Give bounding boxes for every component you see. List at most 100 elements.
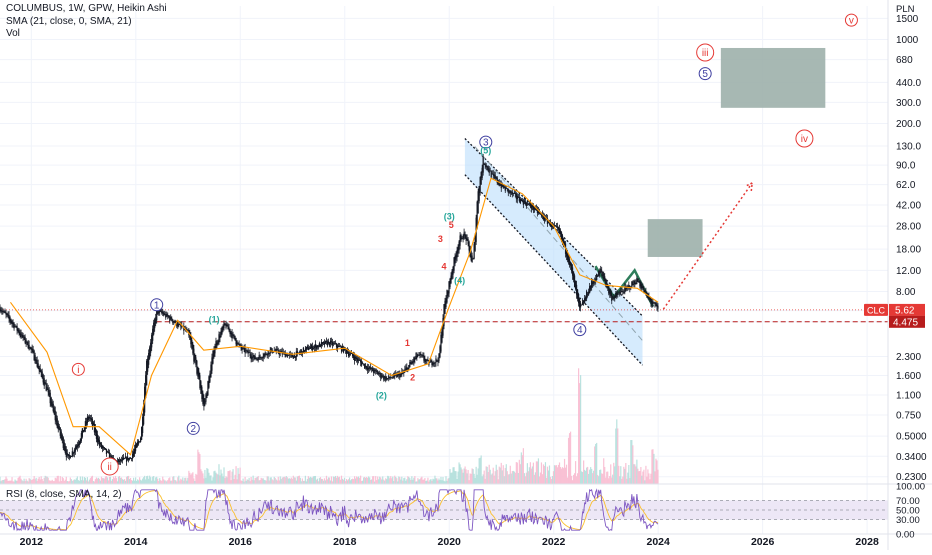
candle-body xyxy=(518,197,520,202)
candle-body xyxy=(348,354,351,355)
volume-bar xyxy=(203,478,205,484)
candle-body xyxy=(433,362,435,364)
candle-body xyxy=(522,200,524,205)
volume-bar xyxy=(315,479,318,484)
volume-bar xyxy=(246,479,248,484)
candle-body xyxy=(439,346,441,358)
volume-bar xyxy=(459,464,461,484)
candle-body xyxy=(183,326,185,331)
candle-body xyxy=(251,356,253,360)
candle-body xyxy=(195,357,197,365)
candle-body xyxy=(36,360,38,367)
volume-bar xyxy=(271,479,273,484)
volume-bar xyxy=(284,477,286,484)
volume-bar xyxy=(49,480,51,484)
candle-body xyxy=(555,225,558,227)
volume-bar xyxy=(101,478,104,484)
volume-bar xyxy=(119,477,122,484)
candle-body xyxy=(379,372,381,374)
candle-body xyxy=(510,191,512,193)
candle-body xyxy=(234,335,236,341)
volume-bar xyxy=(638,471,640,484)
volume-bar xyxy=(180,478,182,484)
candle-body xyxy=(580,302,582,308)
candle-body xyxy=(370,367,372,370)
candle-body xyxy=(598,271,600,277)
volume-bar xyxy=(78,480,80,484)
volume-bar xyxy=(466,473,468,484)
candle-body xyxy=(468,241,470,251)
volume-bar xyxy=(186,480,188,484)
volume-bar xyxy=(577,473,579,484)
wave-label-2: 3 xyxy=(483,138,489,149)
volume-bar xyxy=(479,457,481,484)
candle-body xyxy=(205,394,207,402)
volume-bar xyxy=(322,480,325,484)
candle-body xyxy=(331,341,334,346)
candle-body xyxy=(82,430,84,433)
candle-body xyxy=(263,353,265,358)
volume-bar xyxy=(32,478,34,484)
candle-body xyxy=(46,386,48,391)
volume-bar xyxy=(474,477,476,484)
candle-body xyxy=(565,248,568,257)
candle-body xyxy=(649,297,651,301)
volume-bar xyxy=(249,481,251,484)
volume-bar xyxy=(440,476,442,484)
candle-body xyxy=(628,285,630,287)
volume-bar xyxy=(175,480,177,484)
candle-body xyxy=(243,347,245,349)
candle-body xyxy=(546,218,549,224)
volume-bar xyxy=(108,476,111,484)
volume-bar xyxy=(569,431,572,484)
volume-bar xyxy=(297,476,299,484)
volume-bar xyxy=(233,479,235,484)
volume-bar xyxy=(241,480,243,484)
candle-body xyxy=(341,346,344,350)
candle-body xyxy=(471,255,473,263)
candle-body xyxy=(30,347,32,350)
candle-body xyxy=(643,287,645,293)
candle-body xyxy=(480,172,482,185)
price-tick-12: 12.00 xyxy=(896,266,921,277)
volume-bar xyxy=(269,477,271,484)
volume-bar xyxy=(578,368,580,484)
candle-body xyxy=(473,243,475,259)
volume-bar xyxy=(515,462,517,484)
volume-bar xyxy=(288,478,290,484)
volume-bar xyxy=(226,477,228,484)
volume-bar xyxy=(431,480,433,484)
volume-bar xyxy=(499,467,501,484)
price-tick-4: 300.0 xyxy=(896,98,921,109)
candle-body xyxy=(192,344,194,354)
volume-bar xyxy=(421,476,423,484)
candle-body xyxy=(513,192,515,194)
candle-body xyxy=(640,284,642,289)
candle-body xyxy=(134,448,136,454)
candle-body xyxy=(596,273,598,281)
candle-body xyxy=(364,363,366,369)
candle-body xyxy=(254,356,256,360)
candle-body xyxy=(402,372,404,374)
volume-bar xyxy=(622,476,624,484)
volume-bar xyxy=(257,476,259,484)
candle-body xyxy=(156,308,158,321)
candle-body xyxy=(102,447,105,448)
candle-body xyxy=(60,431,62,439)
volume-bar xyxy=(215,472,217,484)
volume-bar xyxy=(169,477,171,484)
candle-body xyxy=(180,324,182,327)
volume-bar xyxy=(350,479,353,484)
candle-body xyxy=(536,208,539,214)
candle-body xyxy=(250,354,252,359)
volume-bar xyxy=(389,478,391,484)
volume-bar xyxy=(426,480,428,484)
candle-body xyxy=(342,347,345,353)
volume-bar xyxy=(471,468,473,484)
volume-bar xyxy=(600,469,602,484)
candle-body xyxy=(190,336,192,345)
candle-body xyxy=(155,317,157,324)
candle-body xyxy=(496,177,498,183)
volume-bar xyxy=(185,477,187,484)
